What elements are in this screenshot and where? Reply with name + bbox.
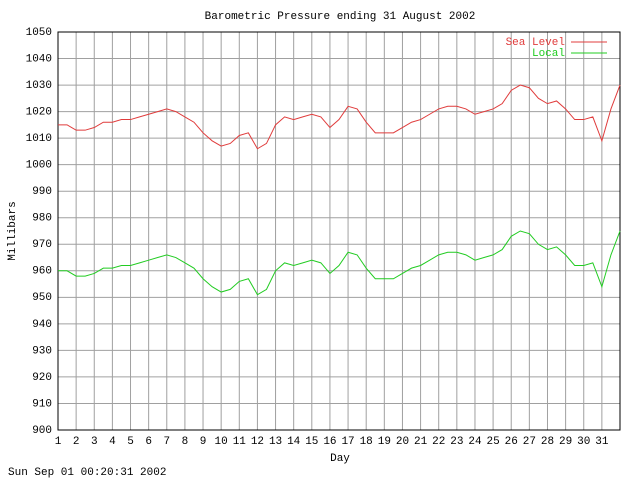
x-tick-label: 7 bbox=[163, 436, 170, 448]
chart-title: Barometric Pressure ending 31 August 200… bbox=[205, 11, 476, 23]
x-tick-label: 20 bbox=[396, 436, 409, 448]
x-tick-label: 25 bbox=[486, 436, 499, 448]
x-tick-label: 9 bbox=[200, 436, 207, 448]
x-tick-label: 3 bbox=[91, 436, 98, 448]
x-tick-label: 14 bbox=[287, 436, 301, 448]
x-tick-label: 6 bbox=[145, 436, 152, 448]
x-tick-label: 4 bbox=[109, 436, 116, 448]
x-tick-label: 19 bbox=[378, 436, 391, 448]
x-tick-label: 24 bbox=[468, 436, 482, 448]
x-tick-label: 17 bbox=[341, 436, 354, 448]
y-tick-label: 1040 bbox=[26, 53, 52, 65]
x-tick-label: 15 bbox=[305, 436, 318, 448]
y-tick-label: 1010 bbox=[26, 133, 52, 145]
x-tick-label: 13 bbox=[269, 436, 282, 448]
x-tick-label: 30 bbox=[577, 436, 590, 448]
x-tick-label: 27 bbox=[523, 436, 536, 448]
series-line bbox=[58, 84, 621, 150]
series-line bbox=[58, 230, 621, 296]
x-tick-label: 21 bbox=[414, 436, 428, 448]
y-tick-label: 990 bbox=[32, 186, 52, 198]
y-tick-label: 1050 bbox=[26, 27, 52, 39]
y-tick-label: 1030 bbox=[26, 80, 52, 92]
x-axis-label: Day bbox=[330, 453, 350, 465]
x-tick-label: 8 bbox=[182, 436, 189, 448]
x-tick-label: 23 bbox=[450, 436, 463, 448]
y-tick-label: 950 bbox=[32, 292, 52, 304]
x-tick-label: 12 bbox=[251, 436, 264, 448]
x-tick-label: 18 bbox=[360, 436, 373, 448]
y-axis-label: Millibars bbox=[7, 201, 19, 260]
y-tick-label: 1020 bbox=[26, 107, 52, 119]
x-tick-label: 31 bbox=[595, 436, 609, 448]
x-tick-label: 10 bbox=[215, 436, 228, 448]
x-tick-label: 29 bbox=[559, 436, 572, 448]
y-tick-label: 940 bbox=[32, 319, 52, 331]
y-tick-label: 900 bbox=[32, 425, 52, 437]
x-tick-label: 16 bbox=[323, 436, 336, 448]
legend-label: Sea Level bbox=[506, 37, 565, 49]
y-tick-label: 980 bbox=[32, 213, 52, 225]
x-tick-label: 22 bbox=[432, 436, 445, 448]
x-tick-label: 11 bbox=[233, 436, 247, 448]
y-tick-label: 1000 bbox=[26, 160, 52, 172]
x-tick-label: 5 bbox=[127, 436, 134, 448]
x-tick-label: 28 bbox=[541, 436, 554, 448]
y-tick-label: 930 bbox=[32, 345, 52, 357]
x-tick-label: 26 bbox=[505, 436, 518, 448]
legend-label: Local bbox=[532, 48, 565, 60]
y-tick-label: 910 bbox=[32, 398, 52, 410]
y-tick-label: 970 bbox=[32, 239, 52, 251]
y-tick-label: 960 bbox=[32, 266, 52, 278]
x-tick-label: 1 bbox=[55, 436, 62, 448]
footer-timestamp: Sun Sep 01 00:20:31 2002 bbox=[8, 467, 166, 479]
y-tick-label: 920 bbox=[32, 372, 52, 384]
x-tick-label: 2 bbox=[73, 436, 80, 448]
